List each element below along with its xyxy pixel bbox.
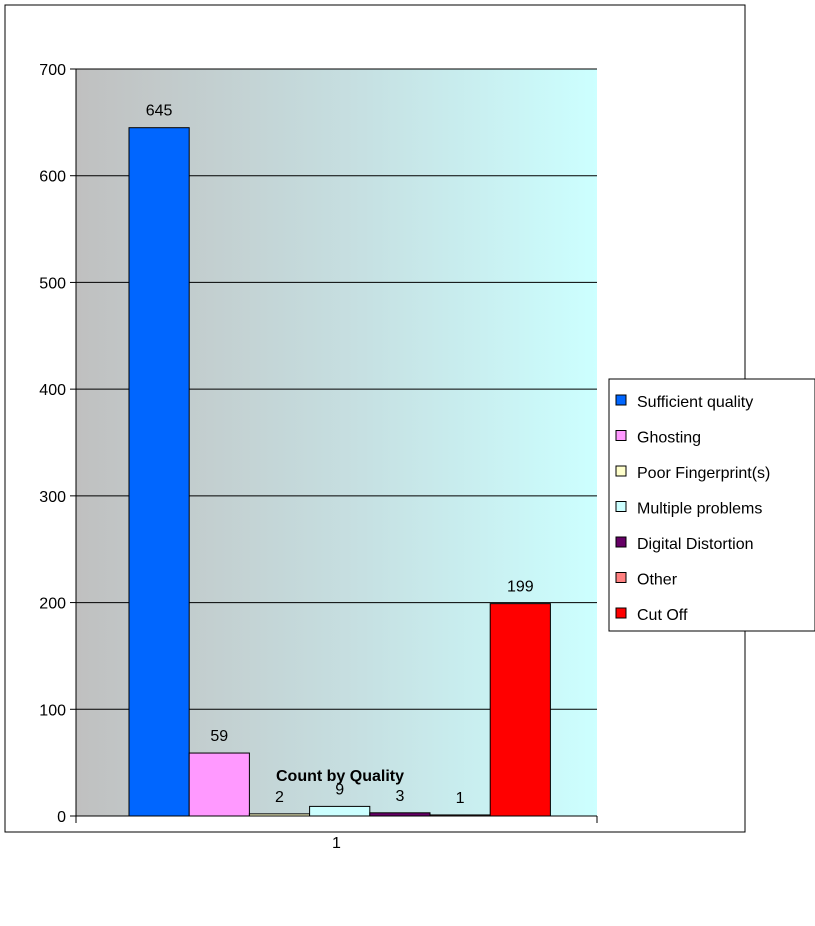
data-label: 1	[456, 790, 465, 807]
y-tick-label: 100	[39, 702, 66, 719]
y-tick-label: 500	[39, 275, 66, 292]
axes: 0 100 200 300 400 500 600 700 1	[39, 62, 598, 852]
legend-swatch	[615, 501, 627, 512]
legend-label: Other	[637, 572, 678, 589]
bar-multiple-problems	[309, 805, 371, 817]
y-tick-label: 700	[39, 62, 66, 79]
y-tick-label: 600	[39, 169, 66, 186]
legend-label: Cut Off	[637, 607, 688, 624]
bar-cut-off	[489, 603, 551, 817]
legend-swatch	[615, 430, 627, 441]
legend-label: Digital Distortion	[637, 536, 753, 553]
y-tick-label: 200	[39, 596, 66, 613]
legend-swatch	[615, 607, 627, 619]
legend-label: Ghosting	[637, 430, 701, 447]
y-tick-label: 0	[57, 809, 66, 826]
legend-label: Sufficient quality	[637, 394, 753, 411]
legend-swatch	[615, 394, 627, 406]
bar-ghosting	[188, 752, 250, 817]
legend: Sufficient quality Ghosting Poor Fingerpri…	[608, 378, 815, 632]
legend-box	[608, 378, 815, 632]
data-label: 645	[146, 103, 173, 120]
legend-swatch	[615, 536, 627, 548]
x-tick-label: 1	[332, 835, 341, 852]
data-label: 9	[335, 781, 344, 798]
bars: 645 59 2 9 3 1 199	[128, 103, 551, 817]
bar-sufficient-quality	[128, 127, 190, 817]
legend-swatch	[615, 572, 627, 583]
legend-swatch	[615, 465, 627, 477]
x-axis-title: Count by Quality	[276, 768, 404, 785]
legend-label: Multiple problems	[637, 501, 762, 518]
y-tick-label: 400	[39, 382, 66, 399]
data-label: 3	[395, 788, 404, 805]
legend-label: Poor Fingerprint(s)	[637, 465, 770, 482]
y-tick-label: 300	[39, 489, 66, 506]
data-label: 2	[275, 789, 284, 806]
data-label: 59	[210, 728, 228, 745]
data-label: 199	[507, 579, 534, 596]
